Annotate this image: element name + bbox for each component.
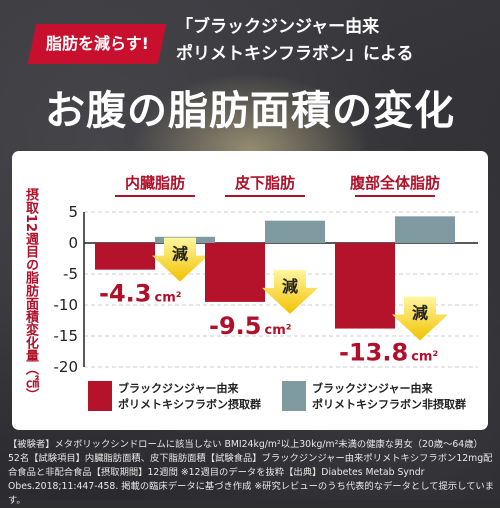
category-label: 内臓脂肪 [125, 174, 185, 192]
headline-line-1: 「ブラックジンジャー由来 [176, 17, 380, 37]
data-label-unit: cm² [154, 291, 181, 306]
data-label: -4.3 [99, 280, 151, 308]
legend-label: ポリメトキシフラボン摂取群 [118, 397, 261, 411]
bar-non-intake [265, 220, 325, 243]
y-tick-label: -20 [54, 358, 79, 376]
data-label-unit: cm² [411, 350, 438, 365]
decrease-arrow-icon [262, 269, 318, 314]
bar-non-intake [395, 216, 455, 243]
decrease-arrow-icon [392, 296, 448, 341]
bar-intake [95, 243, 155, 270]
y-tick-label: -5 [63, 265, 78, 283]
decrease-arrow-label: 減 [412, 304, 428, 323]
data-label: -9.5 [209, 312, 261, 340]
legend-swatch [88, 381, 112, 411]
y-axis-label: 摂取12週目の脂肪面積変化量（㎠） [23, 188, 38, 402]
y-tick-label: -10 [54, 296, 79, 314]
category-label: 腹部全体脂肪 [350, 174, 440, 192]
bar-intake [205, 243, 265, 302]
decrease-arrow-icon [152, 237, 208, 282]
legend-label: ポリメトキシフラボン非摂取群 [312, 397, 466, 411]
legend-swatch [282, 381, 306, 411]
data-label: -13.8 [339, 339, 408, 367]
footnote: 【被験者】メタボリックシンドロームに該当しない BMI24kg/m²以上30kg… [8, 439, 495, 506]
decrease-arrow-label: 減 [282, 277, 298, 296]
bar-intake [335, 243, 395, 329]
legend-label: ブラックジンジャー由来 [118, 381, 239, 395]
headline: 「ブラックジンジャー由来 ポリメトキシフラボン」による [176, 14, 414, 68]
data-label-unit: cm² [264, 323, 291, 338]
y-tick-label: 5 [68, 203, 78, 221]
y-tick-label: -15 [54, 327, 79, 345]
decrease-arrow-label: 減 [172, 245, 188, 264]
page-title: お腹の脂肪面積の変化 [45, 88, 455, 134]
legend-label: ブラックジンジャー由来 [312, 381, 433, 395]
y-tick-label: 0 [68, 234, 78, 252]
category-label: 皮下脂肪 [235, 174, 295, 192]
headline-line-2: ポリメトキシフラボン」による [176, 44, 414, 64]
